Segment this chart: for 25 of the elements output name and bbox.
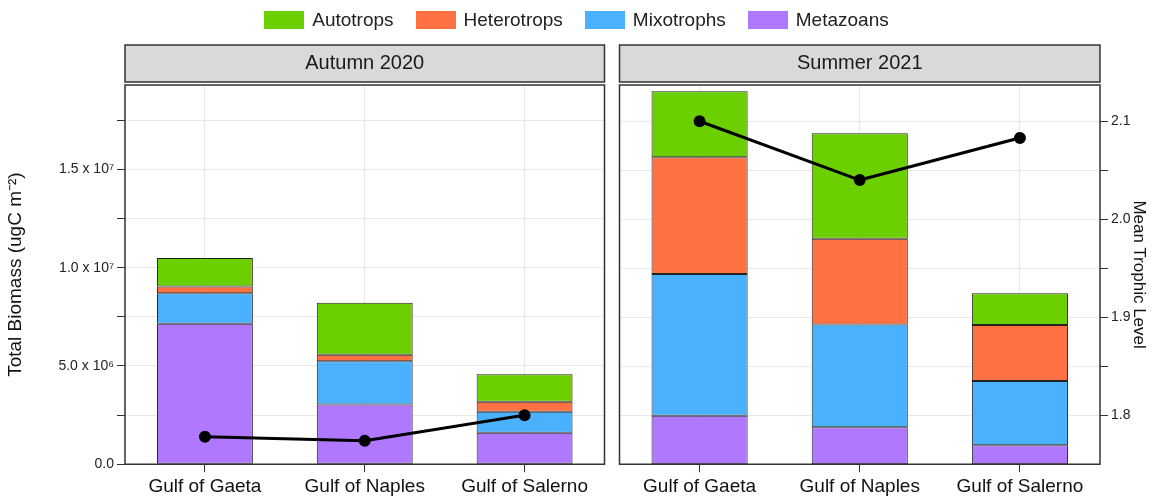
y-axis-title: Total Biomass (ugC m⁻²) — [3, 172, 25, 377]
legend-label: Heterotrops — [463, 9, 563, 31]
legend-label: Mixotrophs — [632, 9, 726, 31]
y2-axis-title: Mean Trophic Level — [1130, 200, 1150, 349]
chart-title: Autumn 2020 — [305, 51, 425, 74]
x-tick-label: Gulf of Naples — [799, 474, 920, 496]
x-tick-label: Gulf of Naples — [304, 474, 425, 496]
x-tick-label: Gulf of Salerno — [956, 474, 1084, 496]
x-tick-label: Gulf of Gaeta — [643, 474, 757, 496]
y2-tick-label: 1.9 — [1111, 308, 1131, 325]
y-tick-label: 0.0 — [94, 455, 115, 472]
legend-label: Metazoans — [795, 9, 889, 31]
chart-title: Summer 2021 — [796, 51, 923, 74]
point — [853, 174, 866, 187]
y2-tick-label: 1.8 — [1111, 406, 1131, 423]
y-tick-label: 1.0 x 10⁷ — [59, 258, 114, 275]
legend-label: Autotrops — [312, 9, 394, 31]
point — [1013, 131, 1026, 144]
x-tick-label: Gulf of Gaeta — [148, 474, 262, 496]
y2-tick-label: 2.1 — [1111, 112, 1131, 129]
y-tick-label: 1.5 x 10⁷ — [59, 160, 114, 177]
point — [693, 115, 706, 128]
y-tick-label: 5.0 x 10⁶ — [58, 356, 114, 373]
y2-tick-label: 2.0 — [1111, 210, 1131, 227]
x-tick-label: Gulf of Salerno — [461, 474, 588, 496]
